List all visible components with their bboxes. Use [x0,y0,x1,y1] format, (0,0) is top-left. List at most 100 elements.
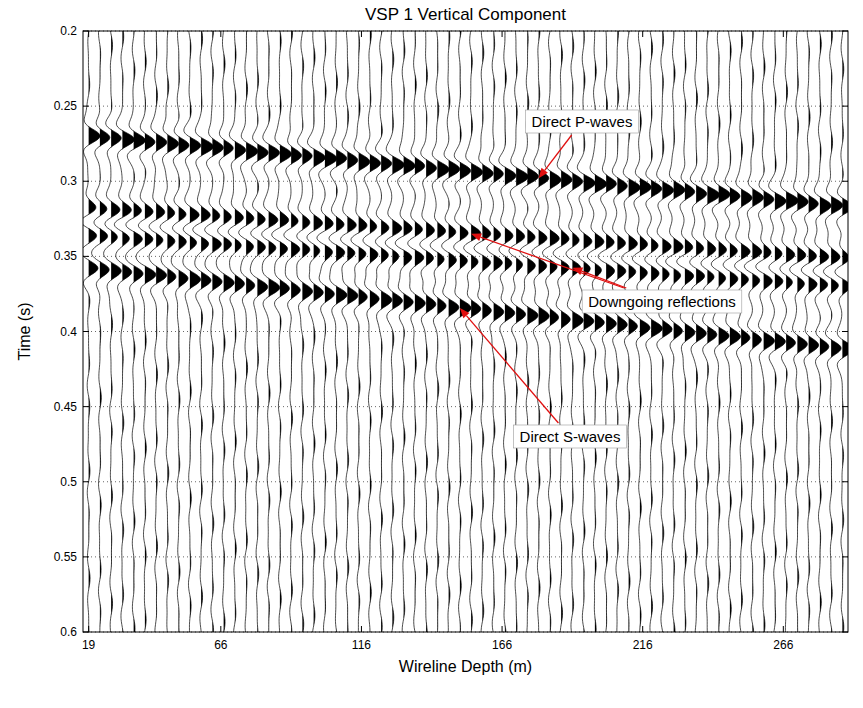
trace-fill [752,31,763,632]
annotation-arrowhead [471,233,482,241]
annotation: Downgoing reflections [471,233,742,313]
trace-line [160,31,179,632]
trace-fill [89,31,101,632]
x-tick [88,626,89,632]
trace [813,31,831,632]
trace [677,31,695,632]
x-tick [502,31,503,37]
trace-fill [685,31,695,632]
trace [317,31,337,632]
y-tick-label: 0.55 [54,550,78,564]
trace-line [813,31,831,632]
x-tick [502,626,503,632]
trace-line [656,31,674,632]
trace-fill [426,31,436,632]
trace-line [420,31,437,632]
trace-fill [370,31,381,632]
trace [205,31,224,632]
x-tick [220,626,221,632]
trace-fill [482,31,493,632]
trace-line [317,31,337,632]
y-tick [842,31,848,32]
trace [239,31,258,632]
grid-line [83,556,848,557]
trace [307,31,325,632]
trace-line [171,31,189,632]
annotation-arrow [481,237,624,288]
trace [341,31,358,632]
trace-fill [224,31,234,632]
y-tick [842,106,848,107]
trace-fill [674,31,685,632]
trace [193,31,214,632]
trace [149,31,167,632]
trace-fill [269,31,280,632]
y-tick-label: 0.35 [54,249,78,263]
x-tick-label: 66 [214,638,228,652]
trace [216,31,234,632]
grid [83,31,848,632]
trace-line [92,31,110,632]
trace [701,31,720,632]
x-tick-label: 166 [492,638,512,652]
trace-fill [314,31,326,632]
x-tick [88,31,89,37]
trace-line [835,31,848,632]
annotation-arrowhead [460,308,470,318]
x-tick [642,31,643,37]
trace-line [395,31,415,632]
x-tick [361,31,362,37]
trace-line [780,31,799,632]
trace [297,31,313,632]
trace-line [183,31,201,632]
trace-line [341,31,358,632]
x-tick [642,626,643,632]
grid-line [83,481,848,482]
trace [499,31,516,632]
y-tick-label: 0.6 [60,625,77,639]
trace-line [666,31,685,632]
trace-line [756,31,775,632]
trace [420,31,437,632]
y-tick [83,632,89,633]
trace-fill [257,31,268,632]
trace-line [744,31,763,632]
annotation-arrow [466,316,558,423]
trace [454,31,471,632]
trace [487,31,504,632]
trace [385,31,404,632]
plot-frame [83,31,848,632]
trace-line [363,31,381,632]
trace [395,31,415,632]
trace-fill [707,31,719,632]
trace [83,31,100,632]
trace [408,31,426,632]
trace [262,31,280,632]
trace-line [104,31,122,632]
annotation-arrow [582,271,627,288]
trace-line [114,31,134,632]
trace-line [297,31,313,632]
trace-line [136,31,156,632]
trace [104,31,122,632]
x-tick [361,626,362,632]
trace [114,31,134,632]
trace-fill [246,31,258,632]
trace-fill [786,31,798,632]
trace-fill [111,31,121,632]
x-tick-label: 19 [82,638,96,652]
trace [823,31,842,632]
x-axis-title: Wireline Depth (m) [399,658,532,675]
trace [645,31,663,632]
trace-line [735,31,753,632]
y-tick-label: 0.25 [54,99,78,113]
trace-fill [179,31,189,632]
trace [780,31,799,632]
trace-fill [719,31,731,632]
trace-fill [381,31,392,632]
trace-line [408,31,426,632]
grid-line [83,181,848,182]
chart: 19661161662162660.20.250.30.350.40.450.5… [0,0,863,708]
x-tick-label: 216 [633,638,653,652]
trace [228,31,245,632]
